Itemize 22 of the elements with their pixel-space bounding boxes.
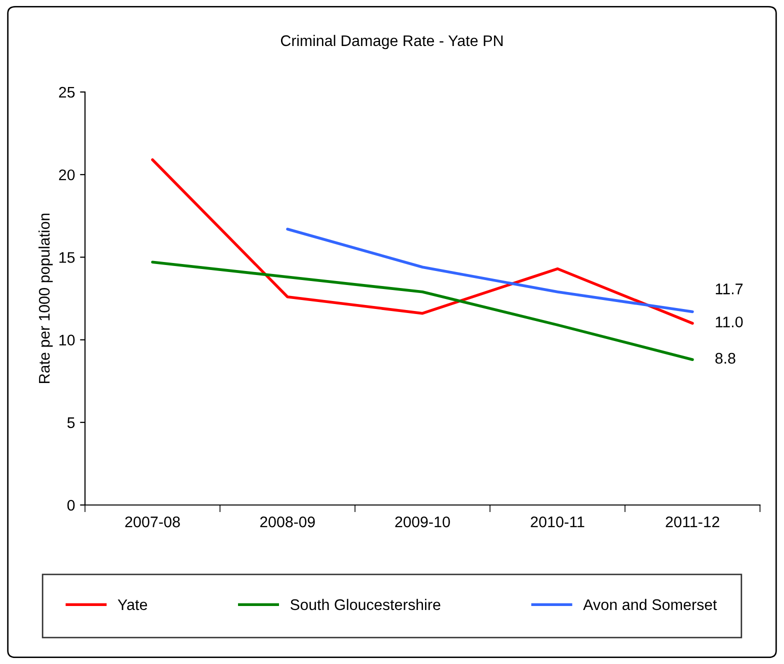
x-tick-label: 2007-08 <box>125 516 180 528</box>
y-tick-label: 25 <box>59 86 75 98</box>
y-tick-label: 20 <box>59 169 75 180</box>
data-label: 8.8 <box>715 352 736 364</box>
x-tick-label: 2011-12 <box>666 516 720 528</box>
chart-title: Criminal Damage Rate - Yate PN <box>280 34 503 50</box>
x-tick-label: 2010-11 <box>530 516 584 528</box>
line-series <box>151 158 694 325</box>
y-tick-label: 10 <box>59 334 75 346</box>
y-tick-label: 0 <box>67 500 75 511</box>
legend-label: Yate <box>118 599 148 610</box>
y-tick-label: 5 <box>67 417 75 428</box>
legend-label: South Gloucestershire <box>290 598 440 610</box>
data-label: 11.7 <box>716 284 743 294</box>
y-tick-label: 15 <box>59 252 75 263</box>
x-tick-label: 2008-09 <box>260 516 315 528</box>
y-axis-title: Rate per 1000 population <box>38 214 53 384</box>
x-tick-label: 2009-10 <box>395 516 450 528</box>
line-series <box>286 228 694 314</box>
legend-label: Avon and Somerset <box>583 598 717 610</box>
line-series <box>151 260 694 362</box>
data-label: 11.0 <box>716 316 743 328</box>
